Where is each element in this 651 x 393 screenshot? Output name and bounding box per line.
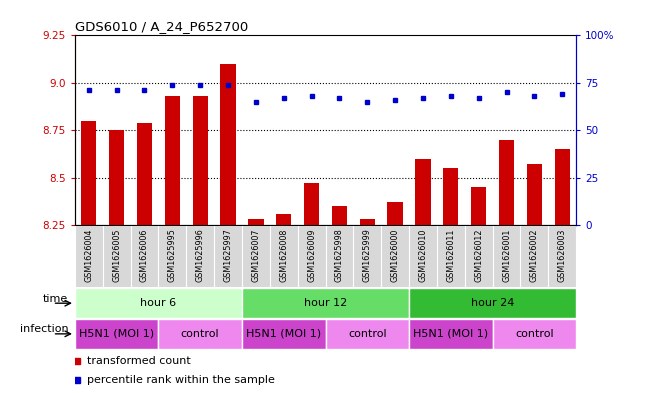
Text: GSM1625997: GSM1625997 [223, 228, 232, 282]
Text: GSM1626002: GSM1626002 [530, 228, 539, 282]
Bar [471, 187, 486, 225]
Bar [499, 140, 514, 225]
Bar [387, 202, 403, 225]
Text: GSM1626008: GSM1626008 [279, 228, 288, 281]
Bar [409, 319, 493, 349]
Text: H5N1 (MOI 1): H5N1 (MOI 1) [413, 329, 488, 339]
Text: hour 24: hour 24 [471, 298, 514, 308]
Bar [248, 220, 264, 225]
Bar [221, 64, 236, 225]
Text: GSM1626011: GSM1626011 [447, 228, 455, 281]
Bar [165, 96, 180, 225]
Bar [75, 288, 242, 318]
Text: control: control [515, 329, 553, 339]
Text: hour 6: hour 6 [141, 298, 176, 308]
Text: GSM1626009: GSM1626009 [307, 228, 316, 282]
Bar [409, 288, 576, 318]
Text: GSM1626007: GSM1626007 [251, 228, 260, 282]
Bar [81, 121, 96, 225]
Text: time: time [43, 294, 68, 304]
Text: hour 12: hour 12 [304, 298, 347, 308]
Text: percentile rank within the sample: percentile rank within the sample [87, 375, 275, 386]
Bar [75, 319, 158, 349]
Text: GSM1625995: GSM1625995 [168, 228, 177, 282]
Bar [555, 149, 570, 225]
Text: GSM1626012: GSM1626012 [474, 228, 483, 282]
Bar [415, 159, 430, 225]
Text: GDS6010 / A_24_P652700: GDS6010 / A_24_P652700 [75, 20, 248, 33]
Text: GSM1626000: GSM1626000 [391, 228, 400, 281]
Text: GSM1626001: GSM1626001 [502, 228, 511, 281]
Text: GSM1626005: GSM1626005 [112, 228, 121, 282]
Text: GSM1626010: GSM1626010 [419, 228, 428, 281]
Text: transformed count: transformed count [87, 356, 191, 366]
Bar [242, 319, 326, 349]
Bar [193, 96, 208, 225]
Text: GSM1625999: GSM1625999 [363, 228, 372, 282]
Text: GSM1625998: GSM1625998 [335, 228, 344, 282]
Text: GSM1626004: GSM1626004 [84, 228, 93, 281]
Bar [304, 184, 319, 225]
Text: GSM1625996: GSM1625996 [196, 228, 204, 282]
Bar [242, 288, 409, 318]
Text: H5N1 (MOI 1): H5N1 (MOI 1) [79, 329, 154, 339]
Bar [527, 164, 542, 225]
Text: control: control [348, 329, 387, 339]
Bar [109, 130, 124, 225]
Text: infection: infection [20, 325, 68, 334]
Bar [443, 168, 458, 225]
Bar [332, 206, 347, 225]
Bar [276, 214, 292, 225]
Text: GSM1626003: GSM1626003 [558, 228, 567, 281]
Bar [137, 123, 152, 225]
Bar [158, 319, 242, 349]
Bar [493, 319, 576, 349]
Bar [326, 319, 409, 349]
Text: GSM1626006: GSM1626006 [140, 228, 149, 281]
Text: H5N1 (MOI 1): H5N1 (MOI 1) [246, 329, 322, 339]
Text: control: control [181, 329, 219, 339]
Bar [359, 220, 375, 225]
